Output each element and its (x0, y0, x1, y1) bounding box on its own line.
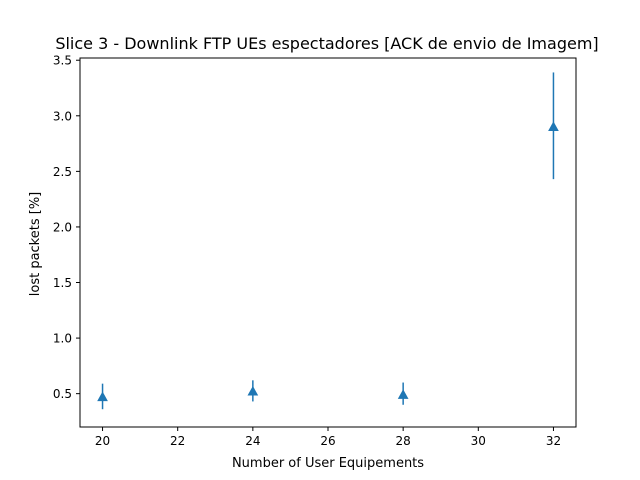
data-point (397, 389, 409, 399)
y-axis: 0.5 1.0 1.5 2.0 2.5 3.0 3.5 (53, 54, 80, 401)
y-tick-label: 1.0 (53, 332, 72, 346)
chart-title: Slice 3 - Downlink FTP UEs espectadores … (55, 34, 598, 53)
y-tick-label: 0.5 (53, 387, 72, 401)
x-tick-label: 20 (95, 434, 110, 448)
data-point (247, 385, 259, 396)
y-tick-label: 3.0 (53, 109, 72, 123)
data-point (97, 391, 108, 402)
x-tick-label: 28 (396, 434, 411, 448)
x-axis: 20 22 24 26 28 30 32 (95, 427, 561, 448)
x-tick-label: 22 (170, 434, 185, 448)
data-point (548, 121, 559, 132)
y-tick-label: 2.0 (53, 220, 72, 234)
y-tick-label: 3.5 (53, 54, 72, 68)
y-tick-label: 1.5 (53, 276, 72, 290)
x-tick-label: 32 (546, 434, 561, 448)
series-group (97, 72, 559, 410)
x-tick-label: 24 (245, 434, 260, 448)
y-axis-label: lost packets [%] (28, 192, 43, 297)
x-axis-label: Number of User Equipements (232, 456, 424, 471)
x-tick-label: 26 (320, 434, 335, 448)
x-tick-label: 30 (471, 434, 486, 448)
y-tick-label: 2.5 (53, 165, 72, 179)
